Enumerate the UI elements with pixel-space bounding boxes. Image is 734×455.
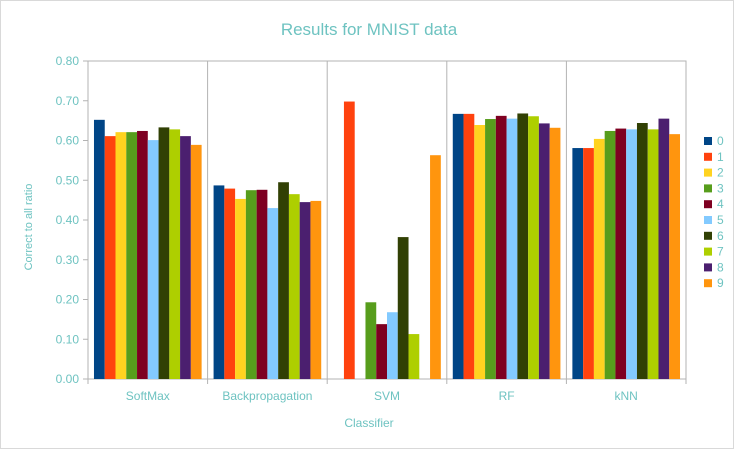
bar xyxy=(593,138,605,379)
y-tick-label: 0.20 xyxy=(56,293,80,307)
bar xyxy=(104,136,116,379)
bar xyxy=(299,202,311,379)
x-tick-label: Backpropagation xyxy=(222,389,312,403)
y-tick-label: 0.80 xyxy=(56,54,80,68)
legend-swatch xyxy=(704,247,712,256)
bar xyxy=(669,134,681,379)
legend-swatch xyxy=(704,216,712,224)
y-axis-title: Correct to all ratio xyxy=(23,184,35,271)
x-tick-label: SVM xyxy=(374,389,400,403)
bar xyxy=(310,200,322,379)
bar xyxy=(180,136,191,379)
bar xyxy=(224,188,236,379)
legend-swatch xyxy=(704,200,712,209)
legend-label: 4 xyxy=(717,197,724,211)
bar xyxy=(506,118,518,379)
bar xyxy=(256,189,268,379)
legend-swatch xyxy=(704,152,712,161)
chart-title: Results for MNIST data xyxy=(281,20,458,39)
bar xyxy=(495,115,507,379)
legend-label: 0 xyxy=(717,134,724,148)
x-tick-label: SoftMax xyxy=(126,389,170,403)
bar xyxy=(213,185,225,379)
legend-label: 8 xyxy=(717,260,724,274)
bar xyxy=(126,132,138,379)
y-tick-label: 0.30 xyxy=(56,253,80,267)
bar xyxy=(636,123,648,379)
bar xyxy=(604,130,616,379)
bar xyxy=(288,194,300,379)
bar xyxy=(267,208,279,379)
bar xyxy=(583,148,594,379)
y-tick-label: 0.00 xyxy=(56,372,80,386)
bar xyxy=(147,140,159,379)
bar xyxy=(647,129,659,379)
bar xyxy=(245,190,257,379)
bar xyxy=(235,198,246,379)
y-tick-label: 0.50 xyxy=(56,173,80,187)
bar xyxy=(474,124,486,379)
legend-swatch xyxy=(704,168,712,177)
bar xyxy=(538,123,550,379)
legend-swatch xyxy=(704,279,712,288)
bar xyxy=(115,132,127,379)
bar xyxy=(158,127,170,379)
bar xyxy=(452,113,464,380)
bar xyxy=(137,130,148,379)
bar xyxy=(169,129,181,379)
bar xyxy=(463,113,475,380)
bar xyxy=(343,101,355,380)
bar xyxy=(408,334,420,379)
bar xyxy=(615,128,627,379)
y-tick-label: 0.40 xyxy=(56,213,80,227)
bar xyxy=(572,148,584,379)
legend-swatch xyxy=(704,263,712,272)
y-tick-label: 0.70 xyxy=(56,94,80,108)
bar xyxy=(387,312,398,379)
bar xyxy=(549,127,561,379)
legend-label: 2 xyxy=(717,166,724,180)
bar xyxy=(397,237,409,379)
legend-label: 9 xyxy=(717,276,724,290)
plot-area: 0.00 0.10 0.20 0.30 0.40 0.50 0.60 0.70 0.80 Soft… xyxy=(56,54,687,403)
legend-swatch xyxy=(704,137,712,145)
bar xyxy=(376,324,387,379)
bar xyxy=(278,182,289,379)
bar xyxy=(658,118,670,379)
bar xyxy=(517,113,529,379)
bar xyxy=(365,302,377,379)
legend-label: 7 xyxy=(717,245,724,259)
bar xyxy=(485,119,496,379)
legend-swatch xyxy=(704,231,712,240)
x-tick-label: RF xyxy=(499,389,515,403)
y-tick-label: 0.60 xyxy=(56,134,80,148)
legend-label: 6 xyxy=(717,229,724,243)
bar xyxy=(626,129,637,379)
y-tick-label: 0.10 xyxy=(56,332,80,346)
legend-label: 5 xyxy=(717,213,724,227)
bar xyxy=(190,144,202,379)
legend-label: 1 xyxy=(717,150,724,164)
x-axis-title: Classifier xyxy=(344,416,393,430)
bar xyxy=(430,155,441,379)
legend-label: 3 xyxy=(717,181,724,195)
bar xyxy=(93,119,105,379)
bar xyxy=(528,116,539,379)
x-tick-label: kNN xyxy=(615,389,638,403)
legend-swatch xyxy=(704,184,712,193)
